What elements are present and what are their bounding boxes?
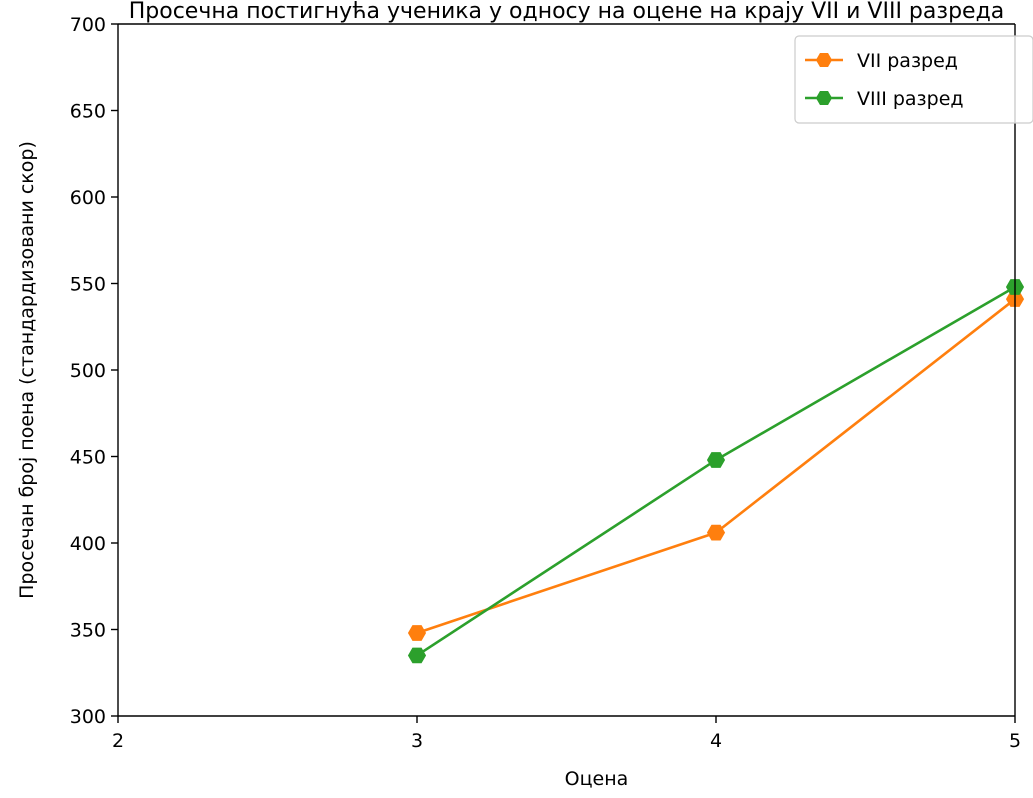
y-tick-label: 450 — [70, 447, 106, 469]
y-tick-label: 350 — [70, 620, 106, 642]
series-2-point — [407, 647, 427, 664]
x-axis-label: Оцена — [565, 768, 629, 790]
y-axis-label: Просечан број поена (стандардизовани ско… — [16, 141, 38, 599]
y-tick-label: 700 — [70, 14, 106, 36]
legend: VII разред VIII разред — [794, 35, 1033, 124]
chart-title: Просечна постигнућа ученика у односу на … — [129, 0, 1005, 24]
legend-swatch-marker — [815, 91, 833, 105]
series-line-2 — [416, 285, 1016, 657]
y-tick-label: 300 — [70, 706, 106, 728]
legend-label: VIII разред — [857, 88, 964, 110]
x-tick-label: 4 — [710, 730, 722, 752]
series-1-point — [407, 625, 427, 641]
series-2-point — [706, 452, 726, 468]
y-tick-label: 550 — [70, 274, 106, 296]
legend-swatch-marker — [815, 53, 833, 67]
y-tick-label: 500 — [70, 360, 106, 382]
x-tick-label: 2 — [112, 730, 124, 752]
y-tick-label: 600 — [70, 187, 106, 209]
legend-box — [794, 35, 1033, 124]
series-1-point — [706, 524, 726, 541]
legend-label: VII разред — [857, 50, 958, 72]
x-tick-label: 3 — [411, 730, 423, 752]
x-tick-label: 5 — [1009, 730, 1021, 752]
y-tick-label: 400 — [70, 533, 106, 555]
y-tick-label: 650 — [70, 101, 106, 123]
